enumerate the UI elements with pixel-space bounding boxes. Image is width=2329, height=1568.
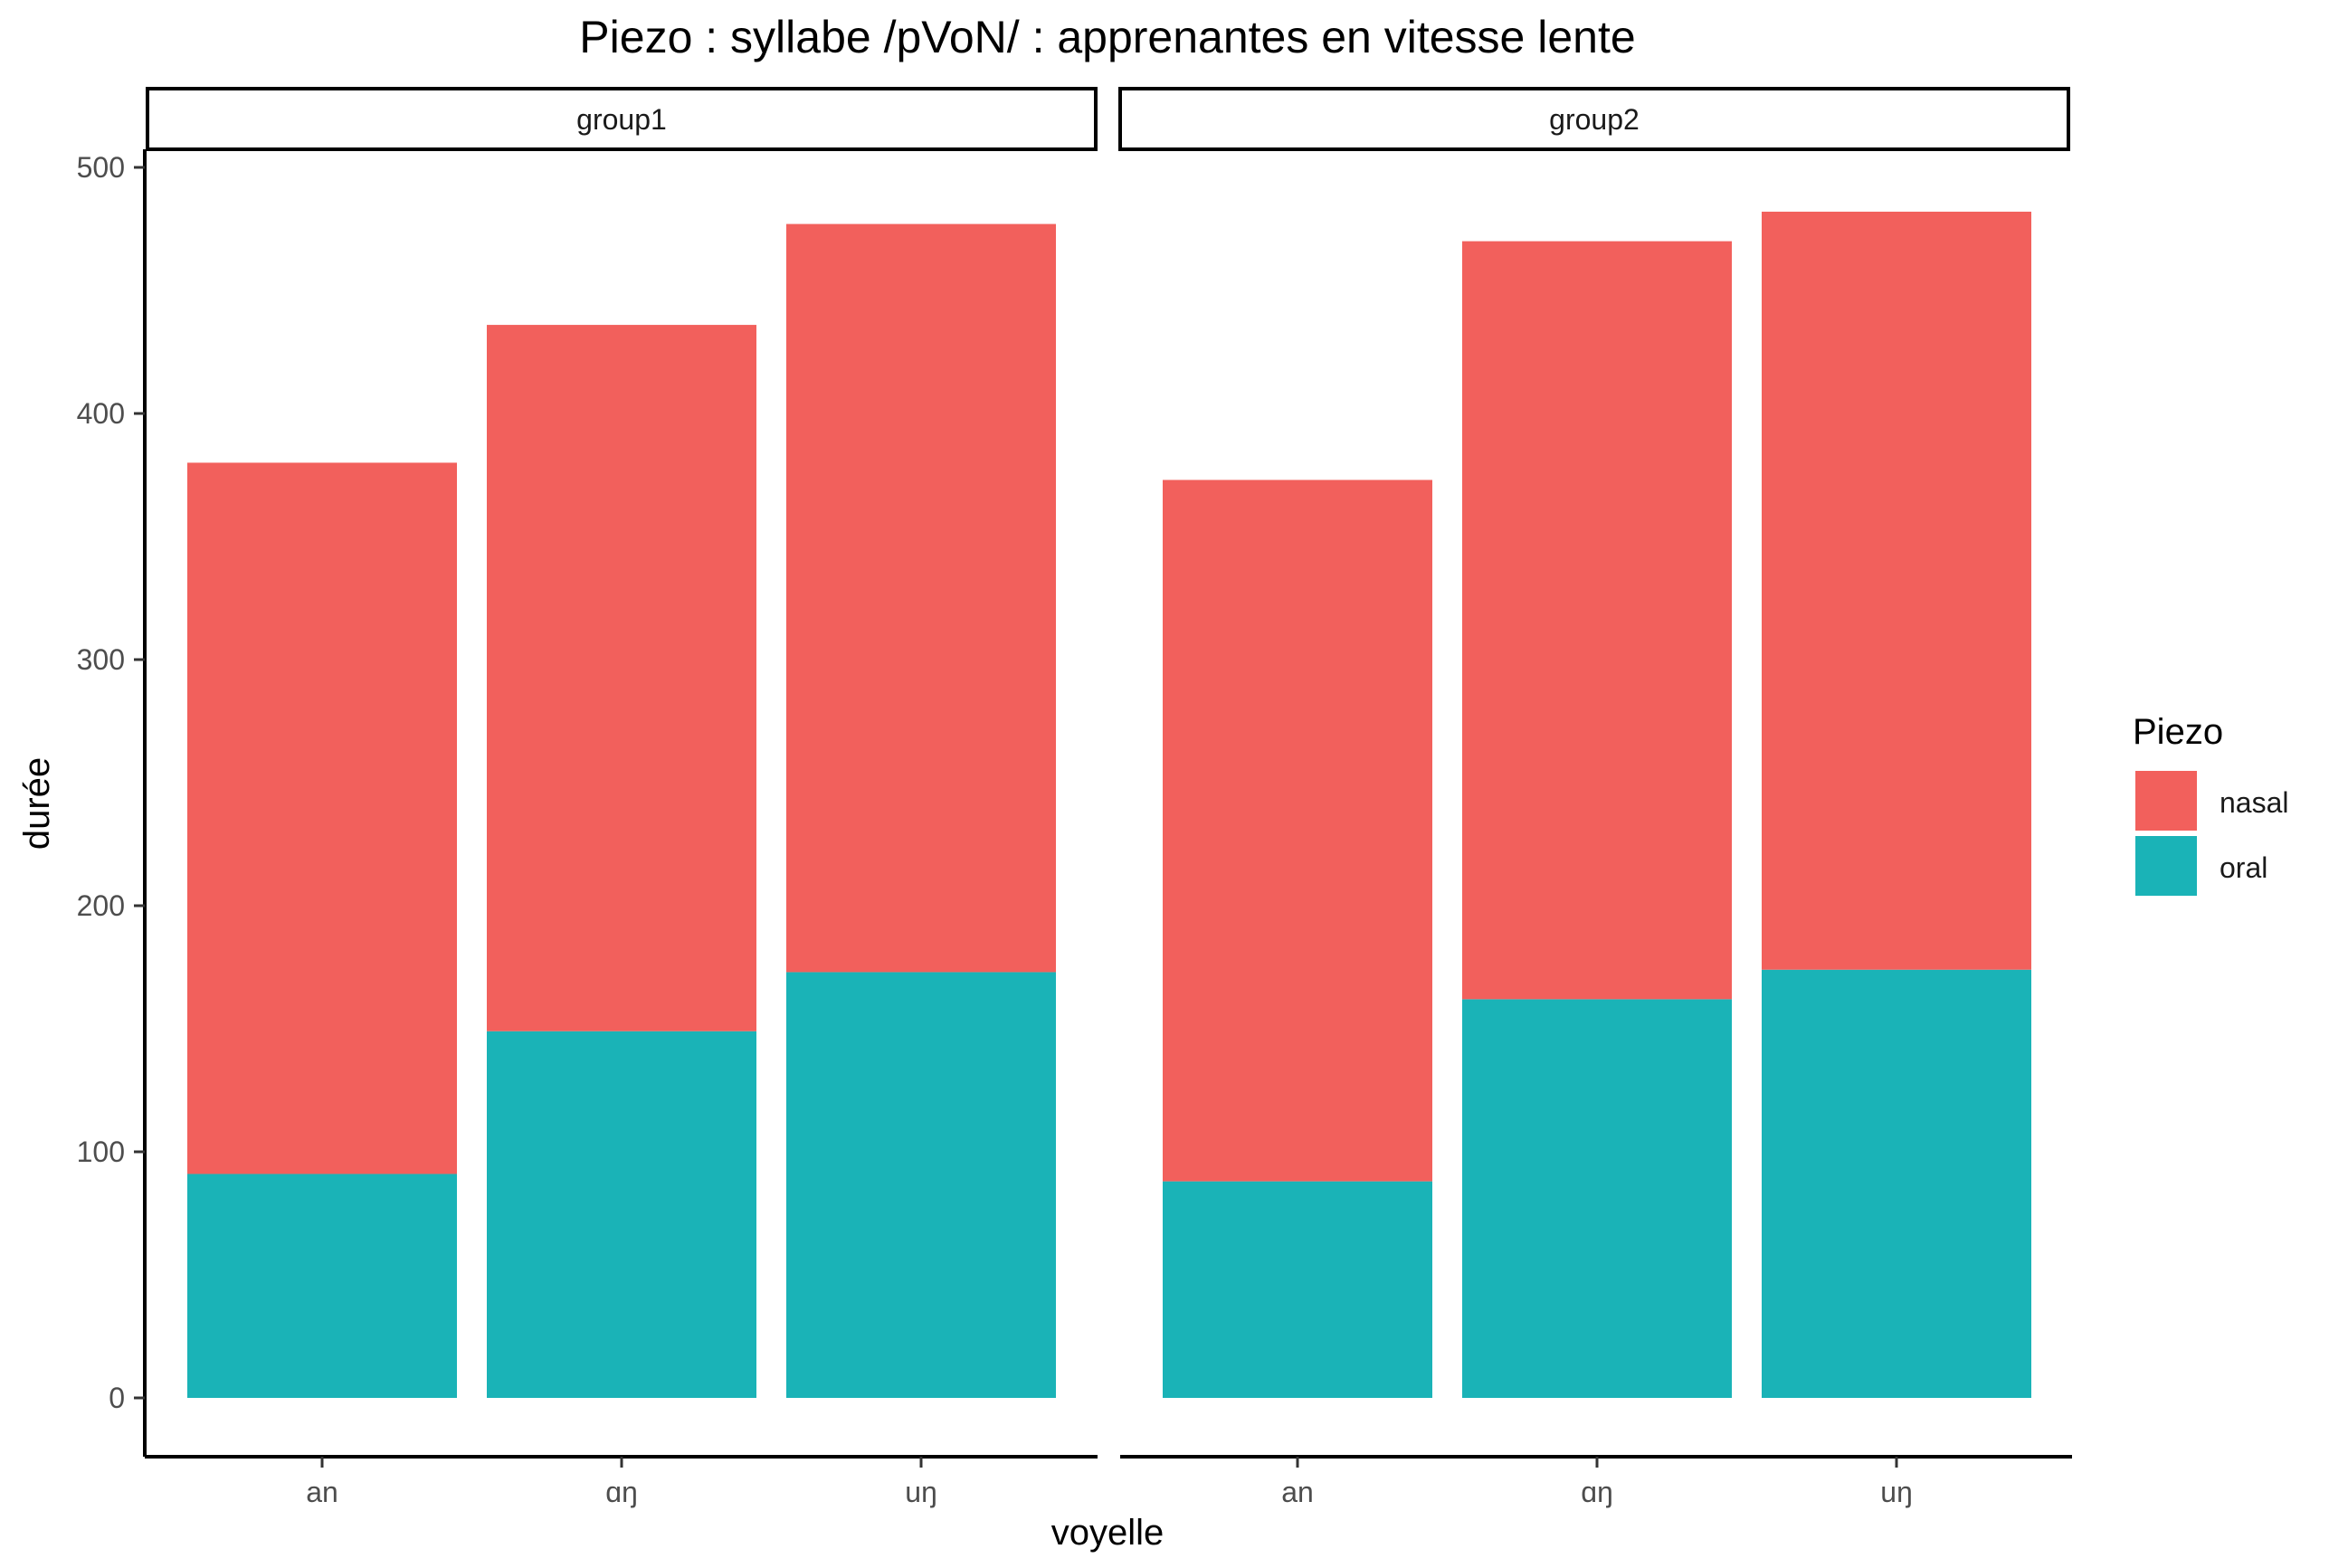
bar-group1-an-nasal <box>187 462 457 1174</box>
bar-group1-ɑŋ-nasal <box>487 325 756 1031</box>
legend-title: Piezo <box>2133 712 2223 752</box>
bar-group2-an-oral <box>1163 1181 1432 1398</box>
panel-strip-group2 <box>1118 87 2070 151</box>
bar-group2-uŋ-nasal <box>1762 211 2031 970</box>
x-tick-label-group1-an: an <box>306 1476 338 1508</box>
bars-layer <box>187 211 2031 1398</box>
panel-label-group1: group1 <box>576 103 667 136</box>
legend: Piezo nasal oral <box>2133 712 2289 896</box>
ticks-layer: an ɑŋ uŋ an ɑŋ uŋ 0 100 200 300 400 500 <box>77 151 1913 1508</box>
bar-group1-an-oral <box>187 1174 457 1398</box>
bar-group2-ɑŋ-oral <box>1462 999 1732 1398</box>
y-tick-label-400: 400 <box>77 397 125 430</box>
legend-label-nasal: nasal <box>2220 786 2289 819</box>
bar-group1-ɑŋ-oral <box>487 1031 756 1398</box>
legend-swatch-nasal <box>2135 771 2197 831</box>
panel-strip-group1 <box>146 87 1098 151</box>
chart-title: Piezo : syllabe /pVoN/ : apprenantes en … <box>579 12 1635 62</box>
y-tick-label-0: 0 <box>109 1382 125 1414</box>
y-tick-label-200: 200 <box>77 889 125 922</box>
x-axis-title: voyelle <box>1051 1513 1164 1553</box>
x-tick-label-group1-ɑŋ: ɑŋ <box>605 1476 638 1508</box>
legend-label-oral: oral <box>2220 851 2267 884</box>
y-tick-label-300: 300 <box>77 643 125 676</box>
y-axis-title: durée <box>17 757 57 850</box>
bar-group2-uŋ-oral <box>1762 969 2031 1398</box>
x-tick-label-group2-an: an <box>1281 1476 1314 1508</box>
bar-group2-ɑŋ-nasal <box>1462 241 1732 1000</box>
bar-group1-uŋ-nasal <box>786 223 1056 973</box>
y-tick-label-100: 100 <box>77 1136 125 1168</box>
x-tick-label-group1-uŋ: uŋ <box>905 1476 937 1508</box>
panel-label-group2: group2 <box>1549 103 1640 136</box>
y-tick-label-500: 500 <box>77 151 125 184</box>
legend-swatch-oral <box>2135 836 2197 896</box>
x-tick-label-group2-uŋ: uŋ <box>1880 1476 1913 1508</box>
bar-group2-an-nasal <box>1163 480 1432 1182</box>
bar-group1-uŋ-oral <box>786 972 1056 1398</box>
x-tick-label-group2-ɑŋ: ɑŋ <box>1581 1476 1613 1508</box>
